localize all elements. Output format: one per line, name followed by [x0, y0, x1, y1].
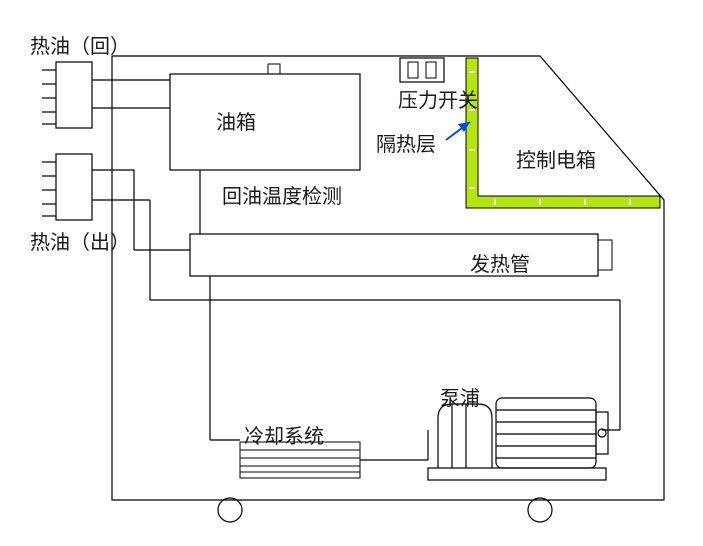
label-pump: 泵浦: [440, 382, 480, 411]
label-oil-out: 热油（出）: [30, 226, 130, 255]
tank-nozzle: [268, 64, 280, 74]
wheel-right: [528, 498, 552, 522]
insulation-layer: [466, 58, 660, 208]
oil-tank-box: [170, 74, 360, 170]
oil-out-port: [42, 154, 92, 220]
label-heating-pipe: 发热管: [470, 248, 530, 277]
oil-return-port: [42, 62, 92, 128]
pressure-switch-box: [400, 58, 444, 82]
heating-pipe-box: [190, 234, 598, 276]
label-oil-tank: 油箱: [216, 106, 256, 135]
label-pressure-switch: 压力开关: [398, 84, 478, 113]
wheel-left: [218, 498, 242, 522]
diagram-canvas: 热油（回） 热油（出） 油箱 压力开关 隔热层 控制电箱 回油温度检测 发热管 …: [0, 0, 703, 546]
label-return-temp: 回油温度检测: [222, 180, 342, 209]
label-cooling-system: 冷却系统: [244, 420, 324, 449]
label-control-box: 控制电箱: [516, 144, 596, 173]
label-oil-return: 热油（回）: [30, 30, 130, 59]
schematic-svg: [0, 0, 703, 546]
insulation-ticks: [469, 72, 630, 205]
label-insulation: 隔热层: [376, 128, 436, 157]
